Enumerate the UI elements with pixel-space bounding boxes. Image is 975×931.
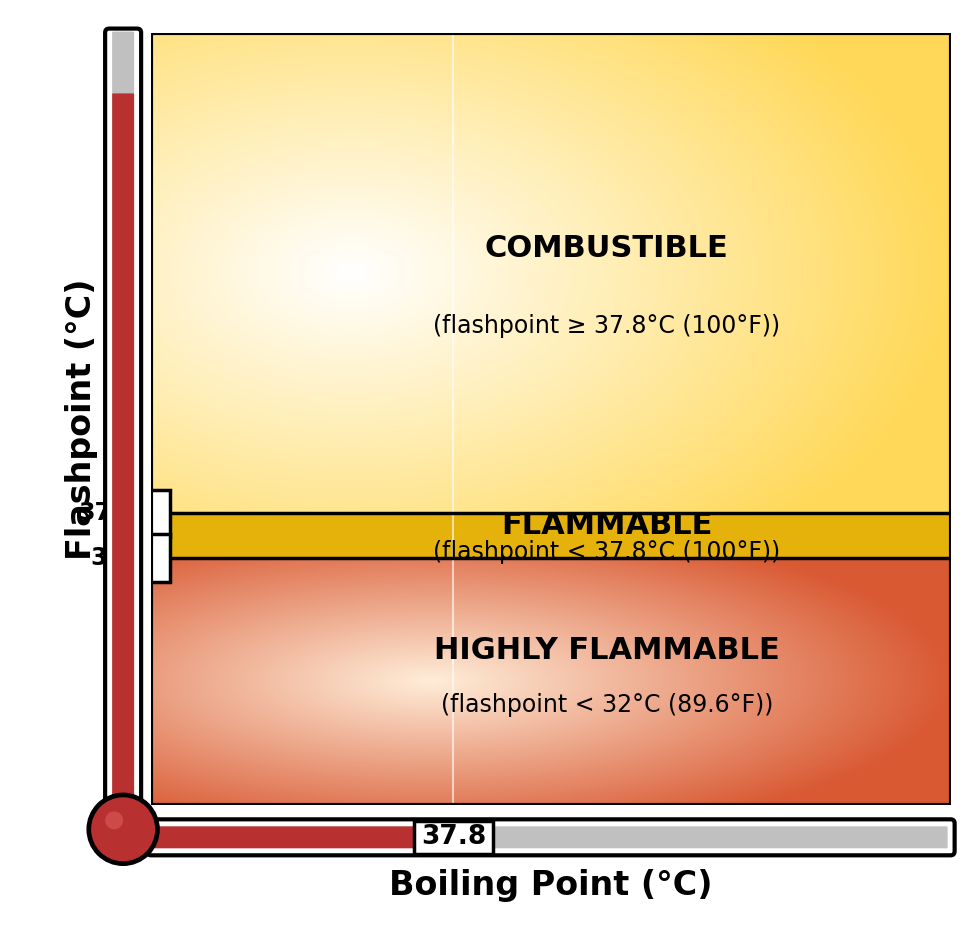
Text: (flashpoint ≥ 37.8°C (100°F)): (flashpoint ≥ 37.8°C (100°F)) xyxy=(433,315,780,338)
FancyBboxPatch shape xyxy=(45,490,170,537)
Text: 37.8: 37.8 xyxy=(78,501,136,525)
Circle shape xyxy=(87,793,159,865)
FancyBboxPatch shape xyxy=(112,32,135,95)
FancyBboxPatch shape xyxy=(154,827,454,848)
FancyBboxPatch shape xyxy=(105,29,141,809)
Text: (flashpoint < 32°C (89.6°F)): (flashpoint < 32°C (89.6°F)) xyxy=(441,693,773,717)
Circle shape xyxy=(105,812,123,830)
Circle shape xyxy=(91,797,155,861)
Text: COMBUSTIBLE: COMBUSTIBLE xyxy=(485,235,728,263)
Text: 32: 32 xyxy=(91,546,124,570)
FancyBboxPatch shape xyxy=(413,821,492,854)
Text: HIGHLY FLAMMABLE: HIGHLY FLAMMABLE xyxy=(434,636,780,666)
Text: Boiling Point (°C): Boiling Point (°C) xyxy=(389,870,713,902)
Text: FLAMMABLE: FLAMMABLE xyxy=(501,511,713,540)
FancyBboxPatch shape xyxy=(452,827,948,848)
FancyBboxPatch shape xyxy=(147,819,955,856)
Text: Flashpoint (°C): Flashpoint (°C) xyxy=(64,278,98,560)
Text: (flashpoint < 37.8°C (100°F)): (flashpoint < 37.8°C (100°F)) xyxy=(433,540,780,564)
FancyBboxPatch shape xyxy=(112,93,135,803)
Text: 37.8: 37.8 xyxy=(420,824,486,850)
FancyBboxPatch shape xyxy=(45,534,170,582)
